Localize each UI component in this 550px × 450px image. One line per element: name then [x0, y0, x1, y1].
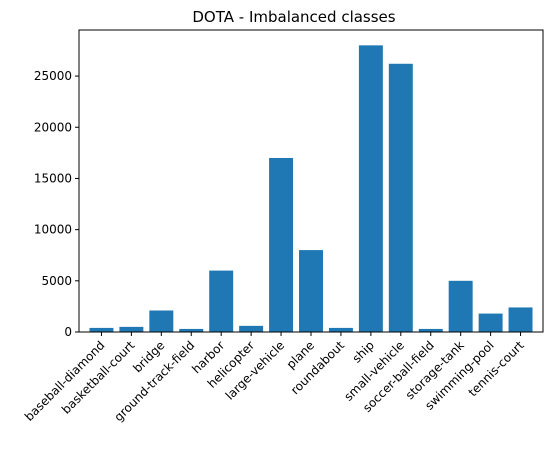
- bar-storage-tank: [448, 280, 473, 332]
- bar-bridge: [149, 310, 174, 332]
- bar-plane: [299, 250, 323, 332]
- bar-tennis-court: [508, 307, 533, 332]
- bars-group: [89, 45, 533, 333]
- y-tick-label: 25000: [34, 69, 72, 83]
- bar-baseball-diamond: [89, 327, 114, 332]
- y-tick-label: 15000: [34, 171, 72, 185]
- y-tick-label: 5000: [41, 274, 72, 288]
- bar-harbor: [209, 270, 234, 332]
- bar-ground-track-field: [179, 328, 204, 332]
- bar-soccer-ball-field: [418, 328, 443, 332]
- y-tick-label: 20000: [34, 120, 72, 134]
- bar-ship: [358, 45, 383, 333]
- bar-basketball-court: [119, 326, 144, 332]
- chart-title: DOTA - Imbalanced classes: [192, 8, 395, 26]
- bar-helicopter: [239, 325, 264, 332]
- bar-swimming-pool: [478, 313, 503, 332]
- y-tick-label: 10000: [34, 223, 72, 237]
- x-axis: baseball-diamondbasketball-courtbridgegr…: [22, 332, 527, 424]
- y-tick-label: 0: [64, 325, 72, 339]
- bar-roundabout: [328, 327, 353, 332]
- bar-small-vehicle: [388, 63, 413, 332]
- bar-large-vehicle: [269, 157, 294, 332]
- y-axis: 0 5000 10000 15000 20000 25000: [34, 69, 79, 339]
- plot-frame: [78, 29, 544, 333]
